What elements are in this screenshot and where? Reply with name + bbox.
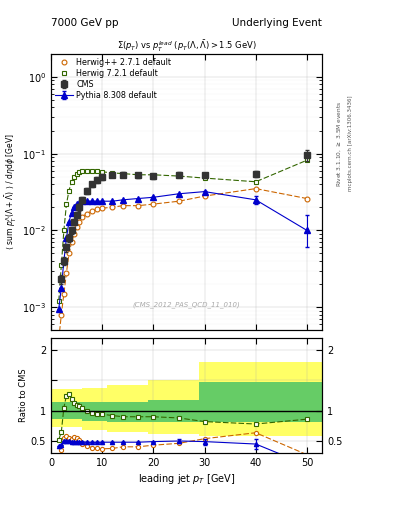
Herwig++ 2.7.1 default: [202, 193, 207, 199]
Herwig 7.2.1 default: [57, 298, 61, 304]
Line: Herwig 7.2.1 default: Herwig 7.2.1 default: [56, 158, 309, 304]
Herwig++ 2.7.1 default: [79, 214, 84, 220]
Herwig++ 2.7.1 default: [62, 290, 66, 296]
Text: mcplots.cern.ch [arXiv:1306.3436]: mcplots.cern.ch [arXiv:1306.3436]: [348, 96, 353, 191]
Herwig 7.2.1 default: [176, 173, 181, 179]
Y-axis label: $\langle$ sum $p_T^{\Lambda}(\Lambda + \bar{\Lambda})$ $\rangle$ / d$\eta$d$\phi: $\langle$ sum $p_T^{\Lambda}(\Lambda + \…: [4, 134, 20, 250]
Herwig++ 2.7.1 default: [59, 311, 64, 317]
Herwig 7.2.1 default: [151, 172, 156, 178]
Herwig 7.2.1 default: [77, 169, 82, 175]
Y-axis label: Ratio to CMS: Ratio to CMS: [19, 369, 28, 422]
Herwig 7.2.1 default: [62, 227, 66, 233]
Legend: Herwig++ 2.7.1 default, Herwig 7.2.1 default, CMS, Pythia 8.308 default: Herwig++ 2.7.1 default, Herwig 7.2.1 def…: [53, 56, 173, 101]
Herwig++ 2.7.1 default: [253, 185, 258, 191]
Herwig++ 2.7.1 default: [67, 250, 72, 257]
Herwig 7.2.1 default: [136, 172, 140, 178]
Herwig++ 2.7.1 default: [64, 270, 69, 276]
Text: (CMS_2012_PAS_QCD_11_010): (CMS_2012_PAS_QCD_11_010): [133, 302, 241, 308]
Herwig++ 2.7.1 default: [74, 224, 79, 230]
Herwig 7.2.1 default: [79, 167, 84, 174]
Herwig++ 2.7.1 default: [100, 205, 105, 211]
Herwig++ 2.7.1 default: [95, 206, 99, 212]
X-axis label: leading jet $p_T$ [GeV]: leading jet $p_T$ [GeV]: [138, 472, 235, 486]
Herwig 7.2.1 default: [90, 168, 94, 174]
Herwig 7.2.1 default: [84, 167, 89, 174]
Herwig++ 2.7.1 default: [90, 208, 94, 214]
Text: Underlying Event: Underlying Event: [232, 18, 322, 28]
Text: Rivet 3.1.10, $\geq$ 3.5M events: Rivet 3.1.10, $\geq$ 3.5M events: [336, 100, 343, 186]
Herwig++ 2.7.1 default: [110, 204, 115, 210]
Title: $\Sigma(p_T)$ vs $p_T^{lead}$ ($p_T(\Lambda,\bar{\Lambda}) > 1.5$ GeV): $\Sigma(p_T)$ vs $p_T^{lead}$ ($p_T(\Lam…: [117, 38, 257, 54]
Herwig 7.2.1 default: [253, 179, 258, 185]
Herwig 7.2.1 default: [69, 179, 74, 185]
Herwig++ 2.7.1 default: [77, 219, 82, 225]
Herwig 7.2.1 default: [72, 174, 77, 180]
Text: 7000 GeV pp: 7000 GeV pp: [51, 18, 119, 28]
Herwig 7.2.1 default: [64, 201, 69, 207]
Herwig 7.2.1 default: [120, 170, 125, 177]
Herwig++ 2.7.1 default: [136, 203, 140, 209]
Herwig++ 2.7.1 default: [151, 201, 156, 207]
Herwig++ 2.7.1 default: [57, 336, 61, 343]
Herwig 7.2.1 default: [305, 157, 309, 163]
Herwig 7.2.1 default: [74, 170, 79, 177]
Herwig++ 2.7.1 default: [84, 210, 89, 217]
Herwig 7.2.1 default: [95, 168, 99, 174]
Line: Herwig++ 2.7.1 default: Herwig++ 2.7.1 default: [56, 186, 309, 342]
Herwig 7.2.1 default: [202, 175, 207, 181]
Herwig++ 2.7.1 default: [176, 198, 181, 204]
Herwig 7.2.1 default: [110, 170, 115, 176]
Herwig 7.2.1 default: [59, 262, 64, 268]
Herwig++ 2.7.1 default: [120, 203, 125, 209]
Herwig++ 2.7.1 default: [69, 239, 74, 245]
Herwig++ 2.7.1 default: [305, 196, 309, 202]
Herwig++ 2.7.1 default: [72, 231, 77, 237]
Herwig 7.2.1 default: [67, 187, 72, 194]
Herwig 7.2.1 default: [100, 169, 105, 175]
